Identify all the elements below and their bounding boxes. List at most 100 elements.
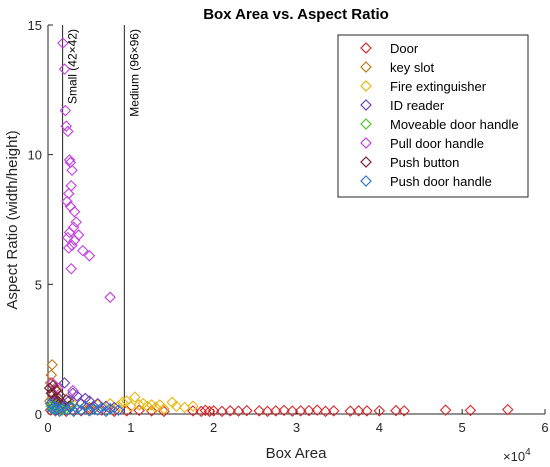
legend-label: ID reader bbox=[390, 98, 445, 113]
data-point bbox=[63, 226, 76, 239]
data-point bbox=[77, 244, 89, 257]
data-point bbox=[294, 405, 307, 417]
reference-line-label: Medium (96×96) bbox=[127, 29, 141, 117]
data-point bbox=[303, 404, 315, 417]
y-tick-label: 5 bbox=[35, 277, 42, 292]
data-point bbox=[390, 404, 402, 417]
series-group bbox=[44, 397, 125, 418]
data-point bbox=[278, 404, 290, 417]
legend-label: Moveable door handle bbox=[390, 117, 519, 132]
data-point bbox=[327, 405, 340, 417]
series-group bbox=[46, 37, 116, 397]
data-point bbox=[66, 164, 78, 177]
data-point bbox=[129, 391, 141, 403]
data-point bbox=[43, 382, 56, 394]
data-point bbox=[49, 404, 62, 416]
data-point bbox=[141, 400, 154, 412]
data-point bbox=[361, 405, 373, 417]
legend-marker bbox=[360, 156, 372, 168]
legend-label: Pull door handle bbox=[390, 136, 484, 151]
legend-marker bbox=[360, 175, 372, 187]
x-axis-exponent: ×104 bbox=[503, 447, 531, 464]
y-tick-label: 10 bbox=[28, 148, 42, 163]
data-point bbox=[112, 404, 125, 416]
data-point bbox=[68, 234, 81, 247]
data-point bbox=[55, 400, 68, 412]
data-point bbox=[261, 405, 274, 418]
legend-marker bbox=[360, 99, 372, 111]
y-tick-label: 0 bbox=[35, 407, 42, 422]
data-point bbox=[48, 400, 60, 412]
legend-marker bbox=[360, 118, 372, 130]
x-axis-label: Box Area bbox=[266, 445, 328, 462]
data-point bbox=[120, 405, 133, 417]
data-point bbox=[116, 396, 129, 409]
data-point bbox=[62, 242, 75, 254]
data-point bbox=[59, 104, 72, 117]
data-point bbox=[65, 262, 77, 275]
data-point bbox=[61, 404, 73, 416]
data-point bbox=[145, 405, 158, 417]
data-point bbox=[352, 405, 365, 417]
data-point bbox=[501, 403, 514, 416]
data-point bbox=[45, 387, 58, 400]
data-point bbox=[71, 403, 83, 415]
data-point bbox=[398, 405, 410, 417]
data-point bbox=[68, 205, 81, 218]
x-exponent-power: 4 bbox=[525, 447, 531, 458]
data-point bbox=[58, 377, 71, 389]
data-point bbox=[439, 404, 452, 416]
data-point bbox=[46, 377, 58, 389]
data-point bbox=[286, 405, 299, 417]
x-tick-label: 1 bbox=[127, 420, 134, 435]
x-tick-label: 0 bbox=[44, 420, 51, 435]
data-point bbox=[133, 399, 145, 411]
data-point bbox=[187, 405, 199, 417]
data-point bbox=[253, 405, 266, 417]
data-point bbox=[83, 403, 96, 416]
data-point bbox=[344, 405, 357, 417]
x-tick-label: 3 bbox=[293, 420, 300, 435]
x-exponent-base: ×10 bbox=[503, 449, 525, 464]
data-point bbox=[195, 405, 208, 418]
x-tick-label: 2 bbox=[210, 420, 217, 435]
data-point bbox=[60, 120, 73, 132]
data-point bbox=[270, 405, 282, 417]
x-tick-label: 6 bbox=[541, 420, 548, 435]
data-point bbox=[57, 37, 69, 49]
reference-line-label: Small (42×42) bbox=[66, 29, 80, 104]
plot-area: 0 1 2 3 4 5 6 0 5 10 15 Small (42×42) Medium (96×96) bbox=[28, 18, 549, 435]
legend-label: Push button bbox=[390, 155, 459, 170]
data-point bbox=[46, 403, 58, 415]
data-point bbox=[104, 403, 116, 415]
data-point bbox=[224, 405, 237, 417]
data-point bbox=[207, 405, 220, 417]
chart-title: Box Area vs. Aspect Ratio bbox=[203, 6, 389, 23]
data-point bbox=[199, 404, 212, 417]
data-point bbox=[232, 405, 245, 417]
data-point bbox=[216, 405, 228, 418]
data-point bbox=[67, 384, 79, 397]
data-point bbox=[46, 358, 58, 371]
legend-box bbox=[337, 34, 529, 198]
data-point bbox=[91, 404, 104, 416]
legend-label: Push door handle bbox=[390, 174, 492, 189]
data-point bbox=[104, 291, 116, 304]
data-point bbox=[170, 400, 183, 412]
data-point bbox=[58, 63, 71, 75]
data-point bbox=[203, 405, 216, 418]
data-point bbox=[45, 369, 58, 381]
y-tick-label: 15 bbox=[28, 18, 42, 33]
data-point bbox=[83, 401, 96, 414]
legend-marker bbox=[360, 61, 372, 73]
series-group bbox=[67, 391, 199, 415]
data-point bbox=[100, 405, 112, 418]
data-point bbox=[63, 154, 76, 166]
legend-marker bbox=[360, 137, 372, 149]
x-tick-label: 5 bbox=[459, 420, 466, 435]
y-axis-label: Aspect Ratio (width/height) bbox=[4, 130, 21, 309]
data-point bbox=[464, 404, 477, 417]
data-point bbox=[47, 379, 59, 392]
legend: Door key slot Fire extinguisher ID reader Mo… bbox=[337, 34, 529, 198]
